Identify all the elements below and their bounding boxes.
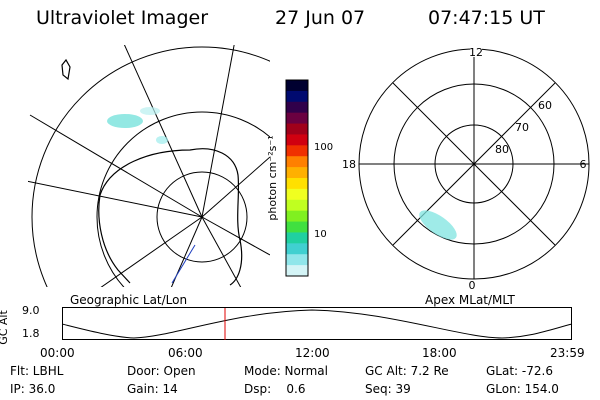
colorbar-cell xyxy=(286,90,308,103)
mode-info: Mode: Normal xyxy=(244,364,328,378)
orbit-track xyxy=(171,244,196,284)
longitude-line xyxy=(123,45,203,218)
color-bar: photon cm⁻²s⁻¹ xyxy=(266,79,309,277)
longitude-line xyxy=(100,216,203,287)
timeline-ytick-top: 9.0 xyxy=(22,304,40,317)
filter-info: Flt: LBHL xyxy=(10,364,64,378)
colorbar-cell xyxy=(286,232,308,244)
latitude-circle xyxy=(156,171,248,263)
longitude-line xyxy=(201,45,235,218)
label-bg xyxy=(470,45,482,57)
aurora-emission xyxy=(107,114,143,128)
geo-lon-info: GLon: 154.0 xyxy=(486,382,559,396)
coastline xyxy=(98,148,243,286)
latitude-circle xyxy=(96,111,270,287)
colorbar-cell xyxy=(286,265,308,277)
timeline-ylabel-wrap: GC Alt xyxy=(0,310,16,345)
polar-mlt-plot: 12 18 6 0 60 70 80 xyxy=(342,45,590,292)
mlat-label-80: 80 xyxy=(495,143,509,156)
mlat-label-70: 70 xyxy=(515,121,529,134)
gain-info: Gain: 14 xyxy=(127,382,178,396)
longitude-line xyxy=(201,216,242,287)
colorbar-frame xyxy=(285,79,309,277)
timeline-xtick: 23:59 xyxy=(550,346,585,360)
aurora-emission xyxy=(156,136,168,144)
longitude-line xyxy=(28,180,203,218)
colorbar-tick: 100 xyxy=(314,142,334,153)
colorbar-cell xyxy=(286,145,308,157)
altitude-curve xyxy=(62,309,573,339)
colorbar-cell xyxy=(286,101,308,114)
door-info: Door: Open xyxy=(127,364,196,378)
longitude-line xyxy=(170,216,203,287)
sequence-info: Seq: 39 xyxy=(365,382,411,396)
longitude-line xyxy=(201,156,270,218)
colorbar-cell xyxy=(286,210,308,223)
mlat-label-60: 60 xyxy=(538,99,552,112)
latitude-circle xyxy=(31,46,270,287)
colorbar-cell xyxy=(286,112,308,125)
instrument-title: Ultraviolet Imager xyxy=(36,7,209,29)
magnetic-panel-label: Apex MLat/MLT xyxy=(425,293,515,307)
colorbar-label: photon cm⁻²s⁻¹ xyxy=(266,135,279,220)
colorbar-tick: 10 xyxy=(314,229,327,240)
colorbar-cell xyxy=(286,243,308,255)
island-outline xyxy=(61,58,71,81)
altitude-timeline xyxy=(62,307,573,340)
colorbar-cell xyxy=(286,254,308,266)
mlt-label-12: 12 xyxy=(469,46,483,59)
colorbar-cell xyxy=(286,199,308,212)
timeline-xtick: 18:00 xyxy=(422,346,457,360)
mlt-label-6: 6 xyxy=(580,158,587,171)
geographic-map xyxy=(28,45,270,287)
colorbar-cell xyxy=(286,156,308,168)
longitude-line xyxy=(201,216,270,256)
timeline-frame xyxy=(62,307,572,340)
gc-altitude-info: GC Alt: 7.2 Re xyxy=(365,364,449,378)
timeline-ylabel: GC Alt xyxy=(0,310,10,345)
geographic-panel-label: Geographic Lat/Lon xyxy=(70,293,188,307)
geo-lat-info: GLat: -72.6 xyxy=(486,364,553,378)
timeline-xtick: 12:00 xyxy=(295,346,330,360)
colorbar-cell xyxy=(286,80,308,92)
aurora-emission xyxy=(140,107,160,115)
longitude-line xyxy=(29,114,203,218)
date-label: 27 Jun 07 xyxy=(275,7,366,29)
colorbar-cell xyxy=(286,188,308,201)
timeline-xtick: 06:00 xyxy=(168,346,203,360)
mlt-label-18: 18 xyxy=(342,158,356,171)
ip-info: IP: 36.0 xyxy=(10,382,56,396)
timeline-ytick-bottom: 1.8 xyxy=(22,327,40,340)
timeline-xtick: 00:00 xyxy=(40,346,75,360)
mlt-label-0: 0 xyxy=(469,279,476,292)
colorbar-cell xyxy=(286,123,308,135)
colorbar-cell xyxy=(286,167,308,179)
dsp-info: Dsp: 0.6 xyxy=(244,382,306,396)
colorbar-cell xyxy=(286,134,308,146)
aurora-emission xyxy=(419,210,457,240)
colorbar-cell xyxy=(286,221,308,233)
colorbar-cell xyxy=(286,178,308,190)
time-label: 07:47:15 UT xyxy=(428,7,545,29)
